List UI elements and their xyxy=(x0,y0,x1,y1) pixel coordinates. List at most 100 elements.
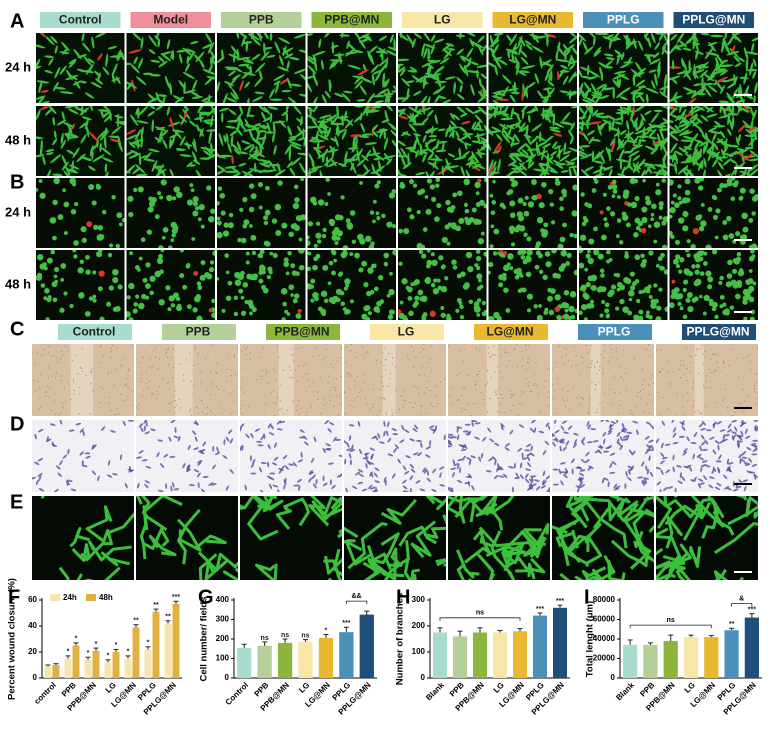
speck xyxy=(270,392,272,394)
cell xyxy=(145,465,152,469)
speck xyxy=(609,388,611,390)
cell xyxy=(660,469,664,476)
cell xyxy=(192,430,197,436)
speck xyxy=(648,412,650,414)
cell xyxy=(208,308,213,313)
cell xyxy=(524,449,531,452)
bar xyxy=(513,631,527,678)
speck xyxy=(694,411,696,413)
speck xyxy=(305,391,308,393)
cell xyxy=(596,83,607,90)
cell xyxy=(358,448,362,455)
cell xyxy=(692,33,697,42)
cell xyxy=(727,462,734,465)
cell xyxy=(327,192,331,196)
cell xyxy=(507,127,512,138)
cell xyxy=(568,165,577,169)
cell xyxy=(533,304,538,309)
cell xyxy=(468,299,474,305)
cell xyxy=(43,296,48,301)
cell xyxy=(438,255,444,261)
cell xyxy=(628,297,633,302)
cell xyxy=(727,259,733,266)
micrograph xyxy=(36,106,125,176)
cell xyxy=(697,214,703,219)
cell xyxy=(411,113,418,123)
cell xyxy=(714,314,719,320)
cell xyxy=(495,34,500,43)
cell xyxy=(629,271,635,277)
cell xyxy=(63,122,74,128)
micrograph xyxy=(488,33,577,103)
cell xyxy=(369,486,376,490)
cell xyxy=(532,194,538,201)
cell xyxy=(385,50,396,57)
cell xyxy=(433,278,438,283)
cell xyxy=(242,72,256,76)
tube xyxy=(338,532,342,537)
cell xyxy=(709,301,714,307)
cell xyxy=(307,65,317,74)
cell xyxy=(251,53,261,61)
cell xyxy=(517,447,523,452)
cell xyxy=(259,250,265,255)
cell xyxy=(217,216,221,221)
cell xyxy=(242,196,248,203)
cell xyxy=(328,462,334,465)
cell xyxy=(36,109,41,120)
speck xyxy=(713,369,715,371)
cell xyxy=(498,59,508,66)
cell xyxy=(422,467,426,473)
cell xyxy=(270,424,274,430)
cell xyxy=(651,445,654,452)
speck xyxy=(145,382,147,384)
bar xyxy=(132,627,140,678)
speck xyxy=(166,351,168,354)
cell xyxy=(491,38,498,48)
speck xyxy=(158,386,160,388)
cell xyxy=(272,484,279,488)
cell xyxy=(669,119,674,123)
cell xyxy=(751,464,758,467)
speck xyxy=(661,368,663,370)
cell xyxy=(561,420,568,424)
cell xyxy=(386,430,389,437)
cell xyxy=(269,476,275,481)
image-background xyxy=(448,344,550,416)
cell xyxy=(48,58,54,66)
cell xyxy=(170,485,173,492)
cell xyxy=(124,482,128,489)
speck xyxy=(316,391,319,393)
speck xyxy=(45,391,47,393)
cell xyxy=(202,43,215,49)
micrograph xyxy=(579,178,668,248)
cell xyxy=(628,469,631,475)
time-label: 48 h xyxy=(5,132,31,147)
cell xyxy=(399,300,404,305)
cell xyxy=(456,48,464,55)
speck xyxy=(510,393,512,395)
cell xyxy=(585,281,591,288)
cell xyxy=(257,181,264,188)
cell xyxy=(650,302,657,309)
cell xyxy=(542,98,549,103)
cell xyxy=(735,136,740,146)
speck xyxy=(230,369,232,371)
cell xyxy=(246,273,253,280)
speck xyxy=(614,392,616,394)
cell xyxy=(344,458,347,465)
speck xyxy=(701,344,703,346)
cell xyxy=(691,115,698,123)
cell xyxy=(579,106,585,115)
cell xyxy=(144,283,151,289)
cell xyxy=(297,125,303,134)
speck xyxy=(118,412,120,414)
speck xyxy=(715,369,717,371)
cell xyxy=(443,162,452,171)
cell xyxy=(476,132,481,143)
speck xyxy=(381,351,384,354)
speck xyxy=(297,400,300,402)
cell xyxy=(364,142,378,145)
cell xyxy=(533,168,545,172)
cell xyxy=(541,169,550,173)
